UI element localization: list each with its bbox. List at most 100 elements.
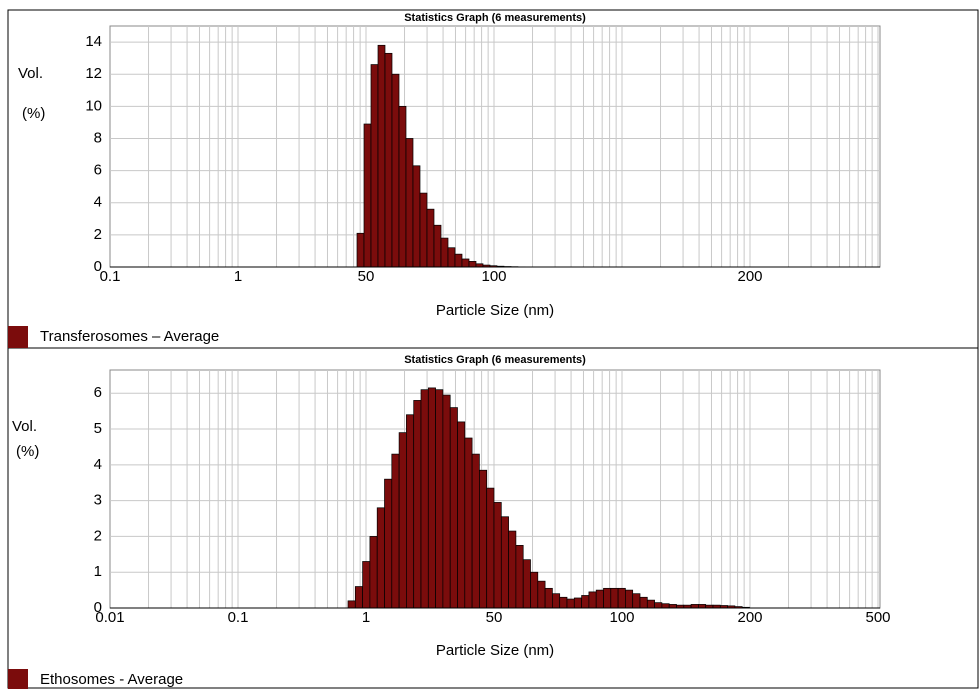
bar <box>493 502 502 609</box>
x-axis-label: Particle Size (nm) <box>436 642 554 659</box>
x-tick-label: 50 <box>486 609 503 626</box>
y-tick-label: 0 <box>94 258 102 275</box>
y-tick-label: 12 <box>85 65 102 82</box>
legend-swatch <box>8 669 28 689</box>
y-tick-label: 1 <box>94 563 102 580</box>
y-axis-label: Vol. <box>18 65 43 82</box>
y-tick-label: 2 <box>94 226 102 243</box>
bar <box>391 73 400 268</box>
bar <box>413 400 422 609</box>
bar <box>581 595 590 609</box>
x-tick-label: 100 <box>609 609 634 626</box>
bar <box>566 598 575 609</box>
bar <box>457 421 466 609</box>
bar <box>646 599 655 609</box>
bar <box>625 589 634 609</box>
y-tick-label: 0 <box>94 599 102 616</box>
panel-frame <box>7 347 979 689</box>
bar <box>610 587 619 609</box>
bar <box>356 232 365 268</box>
bar <box>454 253 463 268</box>
bar <box>603 587 612 609</box>
bar <box>471 453 480 609</box>
bar <box>522 559 531 609</box>
x-tick-label: 50 <box>358 268 375 285</box>
bar <box>440 237 449 268</box>
bar <box>698 604 707 609</box>
bar <box>412 165 421 268</box>
bar <box>384 52 393 268</box>
bar <box>668 604 677 609</box>
chart-title: Statistics Graph (6 measurements) <box>404 354 586 366</box>
y-tick-label: 8 <box>94 129 102 146</box>
bar <box>559 596 568 609</box>
bar <box>391 453 400 609</box>
y-tick-label: 6 <box>94 162 102 179</box>
bar <box>468 261 477 268</box>
x-tick-label: 200 <box>737 609 762 626</box>
bar <box>508 530 517 609</box>
bar <box>449 407 458 609</box>
x-tick-label: 0.1 <box>228 609 249 626</box>
y-tick-label: 5 <box>94 420 102 437</box>
bar <box>552 593 561 609</box>
y-tick-label: 3 <box>94 492 102 509</box>
y-tick-label: 4 <box>94 194 102 211</box>
bar <box>639 596 648 609</box>
bar <box>419 192 428 268</box>
legend-label: Transferosomes – Average <box>40 328 219 345</box>
bar <box>362 561 371 609</box>
x-tick-label: 500 <box>865 609 890 626</box>
bar <box>370 64 379 268</box>
x-tick-label: 1 <box>234 268 242 285</box>
bar <box>617 587 626 609</box>
bar <box>632 593 641 609</box>
bar <box>661 603 670 609</box>
bar <box>406 414 415 609</box>
bar <box>515 545 524 609</box>
bar <box>398 105 407 268</box>
bar <box>420 389 429 609</box>
y-tick-label: 6 <box>94 384 102 401</box>
bar <box>479 469 488 609</box>
legend-label: Ethosomes - Average <box>40 671 183 688</box>
y-tick-label: 14 <box>85 33 102 50</box>
bar <box>530 571 539 609</box>
bar <box>442 394 451 609</box>
bar <box>486 487 495 609</box>
x-tick-label: 0.01 <box>95 609 124 626</box>
x-tick-label: 1 <box>362 609 370 626</box>
chart-title: Statistics Graph (6 measurements) <box>404 12 586 24</box>
y-axis-label: Vol. <box>12 418 37 435</box>
x-tick-label: 100 <box>481 268 506 285</box>
bar <box>376 507 385 609</box>
bar <box>435 389 444 609</box>
bar <box>690 604 699 609</box>
bar <box>405 138 414 268</box>
y-axis-label: (%) <box>22 105 45 122</box>
bar <box>573 597 582 609</box>
bar <box>588 591 597 609</box>
bar <box>384 478 393 609</box>
bar <box>595 589 604 609</box>
bar <box>447 247 456 268</box>
bar <box>537 580 546 609</box>
bar <box>427 387 436 609</box>
bar <box>369 536 378 609</box>
bar <box>654 602 663 609</box>
bar <box>363 123 372 268</box>
bar <box>398 432 407 609</box>
y-tick-label: 10 <box>85 97 102 114</box>
x-tick-label: 0.1 <box>100 268 121 285</box>
bar <box>426 208 435 268</box>
bar <box>544 587 553 609</box>
bar <box>377 44 386 268</box>
x-tick-label: 200 <box>737 268 762 285</box>
y-tick-label: 4 <box>94 456 102 473</box>
legend-swatch <box>8 326 28 348</box>
bar <box>461 258 470 268</box>
x-axis-label: Particle Size (nm) <box>436 302 554 319</box>
bar <box>347 600 356 609</box>
bar <box>433 224 442 268</box>
